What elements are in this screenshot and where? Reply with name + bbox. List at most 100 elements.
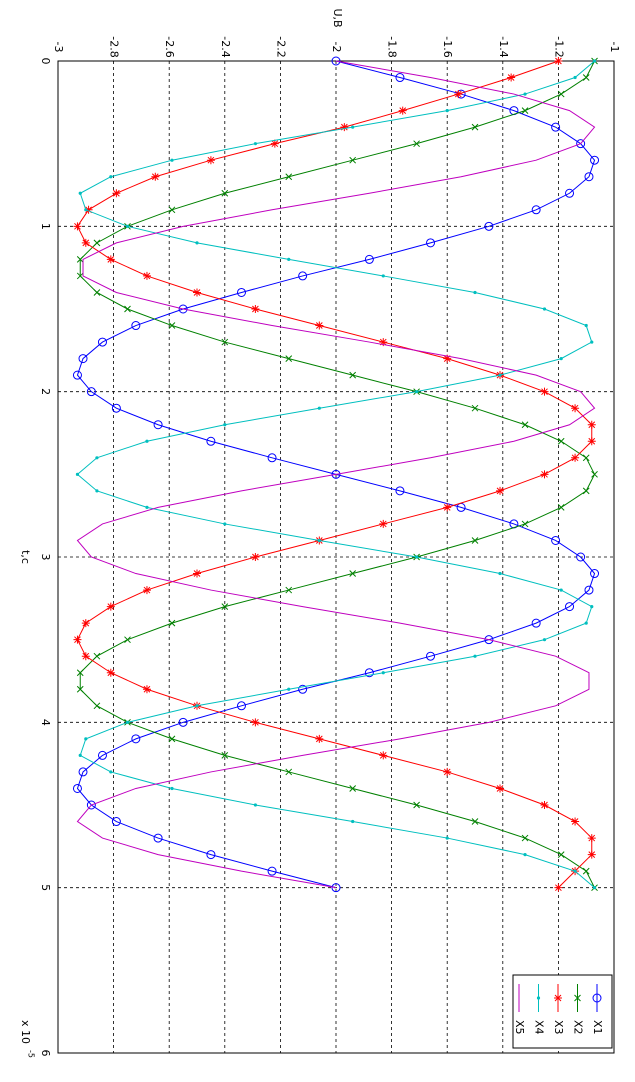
- data-point: [223, 423, 227, 427]
- data-point: [206, 850, 216, 860]
- legend-marker: [592, 993, 602, 1003]
- data-point: [540, 387, 549, 396]
- data-point: [584, 323, 588, 328]
- data-point: [484, 635, 494, 645]
- data-point: [582, 867, 590, 875]
- data-point: [445, 836, 449, 840]
- data-point: [415, 555, 419, 559]
- data-point: [78, 753, 82, 758]
- data-point: [471, 537, 479, 544]
- data-point: [426, 238, 436, 248]
- data-point: [317, 406, 321, 410]
- data-point: [523, 92, 527, 96]
- data-point: [112, 189, 121, 198]
- data-point: [364, 668, 374, 678]
- data-point: [565, 602, 575, 612]
- data-point: [554, 57, 563, 65]
- data-point: [76, 669, 84, 677]
- data-point: [557, 90, 565, 98]
- data-point: [349, 156, 357, 164]
- data-point: [153, 833, 163, 843]
- data-point: [471, 818, 479, 825]
- data-point: [443, 354, 452, 363]
- data-point: [73, 635, 82, 644]
- data-point: [395, 486, 405, 496]
- data-point: [298, 684, 308, 694]
- data-point: [168, 619, 176, 627]
- data-point: [93, 239, 101, 247]
- data-point: [195, 704, 199, 708]
- data-point: [76, 272, 84, 280]
- data-point: [97, 337, 107, 347]
- y-axis-label: U,B: [331, 8, 344, 27]
- y-tick-label: -1.6: [441, 36, 454, 57]
- data-point: [221, 752, 229, 759]
- data-point: [145, 505, 149, 509]
- data-point: [287, 687, 291, 691]
- data-point: [445, 109, 449, 113]
- data-point: [195, 241, 199, 245]
- data-point: [349, 371, 357, 379]
- data-point: [571, 453, 580, 462]
- data-point: [484, 221, 494, 231]
- data-point: [178, 717, 188, 727]
- x-exponent: x 10 -5: [19, 1020, 36, 1058]
- data-point: [111, 403, 121, 413]
- series-line: [76, 60, 596, 889]
- y-tick-label: -1.2: [552, 36, 565, 57]
- data-point: [75, 472, 80, 476]
- data-point: [106, 255, 115, 264]
- data-point: [168, 206, 176, 214]
- data-point: [111, 817, 121, 827]
- data-point: [86, 387, 96, 397]
- data-point: [521, 107, 529, 114]
- data-point: [542, 638, 547, 642]
- data-point: [473, 654, 477, 658]
- data-point: [584, 621, 588, 625]
- y-tick-label: -2.4: [219, 36, 232, 57]
- data-point: [93, 289, 101, 296]
- data-point: [571, 817, 580, 826]
- data-point: [498, 373, 502, 377]
- data-point: [587, 437, 596, 446]
- data-point: [298, 271, 308, 281]
- data-point: [331, 883, 341, 893]
- data-point: [109, 175, 113, 179]
- data-point: [573, 869, 577, 873]
- data-point: [571, 404, 580, 413]
- data-point: [142, 271, 151, 280]
- data-point: [351, 125, 355, 129]
- data-point: [395, 73, 405, 83]
- data-point: [151, 172, 160, 181]
- x-exponent-power: -5: [27, 1050, 36, 1058]
- data-point: [540, 801, 549, 809]
- data-point: [496, 486, 505, 495]
- x-tick-label: 3: [39, 554, 52, 561]
- data-point: [557, 504, 565, 511]
- data-point: [267, 866, 277, 876]
- data-point: [551, 122, 561, 132]
- data-point: [285, 768, 293, 776]
- data-point: [145, 439, 149, 443]
- data-point: [590, 340, 594, 344]
- data-point: [471, 404, 479, 412]
- data-point: [315, 734, 324, 743]
- data-point: [142, 685, 151, 694]
- data-point: [590, 569, 600, 579]
- data-point: [285, 355, 293, 362]
- data-point: [587, 834, 596, 843]
- data-point: [426, 651, 436, 661]
- y-tick-label: -2.2: [274, 36, 287, 57]
- data-point: [109, 770, 113, 774]
- data-point: [78, 191, 82, 195]
- legend-label: X4: [533, 1020, 546, 1035]
- data-point: [193, 569, 201, 578]
- data-point: [168, 322, 176, 329]
- data-point: [415, 390, 419, 394]
- y-tick-label: -1.8: [386, 36, 399, 57]
- data-point: [523, 853, 527, 857]
- data-point: [381, 671, 385, 675]
- data-point: [473, 290, 477, 295]
- data-point: [95, 456, 99, 460]
- y-tick-label: -2.6: [163, 36, 176, 57]
